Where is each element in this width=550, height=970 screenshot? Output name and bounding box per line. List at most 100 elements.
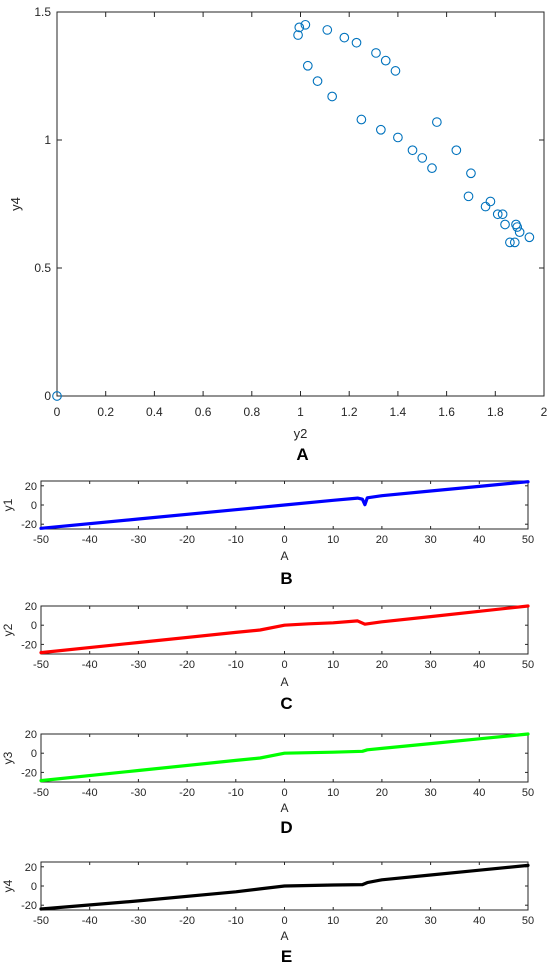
- x-tick-label: 10: [327, 534, 339, 546]
- x-tick-label: -40: [82, 659, 98, 671]
- x-axis-label: A: [280, 549, 288, 563]
- scatter-point: [327, 91, 338, 102]
- axes-frame: [56, 11, 545, 397]
- panel-letter: D: [280, 818, 292, 837]
- scatter-point: [393, 132, 403, 143]
- x-tick-label: 20: [376, 659, 388, 671]
- x-tick-label: 50: [522, 787, 534, 799]
- scatter-point: [427, 163, 437, 174]
- x-tick-label: -10: [228, 915, 244, 927]
- x-tick-label: 20: [376, 787, 388, 799]
- x-tick-label: -20: [179, 787, 195, 799]
- y-tick-label: 20: [25, 729, 37, 741]
- y-tick-label: 0.5: [34, 261, 51, 275]
- x-tick-label: 0.2: [97, 405, 114, 419]
- x-tick-label: 10: [327, 659, 339, 671]
- panel-d: -50 -40 -30 -20 -10 0 10 20 30 40 50 -20 0 20 Ay3 D: [1, 729, 534, 837]
- x-tick-label: -30: [130, 787, 146, 799]
- x-tick-label: 10: [327, 787, 339, 799]
- x-tick-label: 20: [376, 534, 388, 546]
- panel-letter: E: [281, 947, 292, 966]
- x-tick-label: 30: [424, 659, 436, 671]
- y-tick-label: 20: [25, 481, 37, 493]
- x-axis-label: A: [280, 929, 288, 943]
- scatter-point: [300, 19, 311, 30]
- scatter-point: [339, 32, 350, 43]
- scatter-point: [312, 76, 323, 86]
- x-tick-label: -30: [130, 915, 146, 927]
- scatter-point: [514, 227, 525, 238]
- x-tick-label: -40: [82, 915, 98, 927]
- series-line: [39, 863, 530, 911]
- series-line: [39, 604, 530, 655]
- scatter-point: [52, 391, 62, 401]
- scatter-point: [512, 222, 523, 232]
- x-tick-label: -50: [33, 915, 49, 927]
- x-tick-label: -10: [228, 534, 244, 546]
- scatter-point: [351, 37, 362, 48]
- scatter-point: [524, 232, 535, 243]
- scatter-point: [356, 114, 367, 125]
- x-tick-label: 50: [522, 915, 534, 927]
- x-tick-label: -30: [130, 534, 146, 546]
- y-axis-label: y4: [1, 879, 15, 892]
- scatter-point: [466, 168, 476, 179]
- series-line: [39, 732, 530, 783]
- scatter-point: [376, 124, 386, 135]
- x-tick-label: -20: [179, 915, 195, 927]
- scatter-point: [380, 55, 391, 66]
- x-tick-label: 1.6: [438, 405, 455, 419]
- x-tick-label: -20: [179, 534, 195, 546]
- x-tick-label: -10: [228, 659, 244, 671]
- y-tick-label: -20: [21, 767, 37, 779]
- x-tick-label: 1.8: [487, 405, 504, 419]
- x-tick-label: -50: [33, 659, 49, 671]
- scatter-point: [463, 191, 474, 202]
- scatter-point: [322, 25, 333, 35]
- y-tick-label: -20: [21, 900, 37, 912]
- x-tick-label: 30: [424, 787, 436, 799]
- scatter-point: [417, 153, 428, 163]
- scatter-point: [451, 145, 462, 156]
- x-tick-label: 30: [424, 534, 436, 546]
- scatter-point: [492, 209, 503, 220]
- x-tick-label: -50: [33, 534, 49, 546]
- scatter-point: [505, 237, 515, 248]
- scatter-point: [509, 237, 520, 248]
- x-tick-label: 40: [473, 915, 485, 927]
- y-axis-label: y2: [1, 623, 15, 636]
- y-tick-label: 0: [31, 620, 37, 632]
- x-tick-label: -50: [33, 787, 49, 799]
- y-tick-label: 20: [25, 601, 37, 613]
- y-tick-label: 0: [31, 881, 37, 893]
- x-tick-label: 50: [522, 659, 534, 671]
- y-tick-label: 0: [31, 748, 37, 760]
- y-tick-label: -20: [21, 639, 37, 651]
- y-tick-label: 0: [44, 389, 51, 403]
- panel-a: 0 0.2 0.4 0.6 0.8 1 1.2 1.4 1.6 1.8 2 0 0.5 1 1.5 y2 y4 A: [8, 5, 548, 464]
- x-tick-label: 0.4: [146, 405, 163, 419]
- x-axis-label: A: [280, 675, 288, 689]
- x-tick-label: 0.8: [243, 405, 260, 419]
- x-tick-label: 1.2: [341, 405, 358, 419]
- x-tick-label: 0: [281, 915, 287, 927]
- x-tick-label: 30: [424, 915, 436, 927]
- x-tick-label: 1: [297, 405, 304, 419]
- x-tick-label: 10: [327, 915, 339, 927]
- y-axis-label: y4: [8, 197, 23, 211]
- x-tick-label: 0: [281, 787, 287, 799]
- y-tick-label: 1: [44, 133, 51, 147]
- y-axis-label: y1: [1, 498, 15, 511]
- x-axis-label: y2: [294, 426, 308, 441]
- panel-e: -50 -40 -30 -20 -10 0 10 20 30 40 50 -20 0 20 Ay4 E: [1, 861, 534, 966]
- x-tick-label: -30: [130, 659, 146, 671]
- x-tick-label: -40: [82, 787, 98, 799]
- x-axis-label: A: [280, 801, 288, 815]
- panel-letter: C: [280, 694, 292, 713]
- y-axis-label: y3: [1, 751, 15, 764]
- x-tick-label: 1.4: [390, 405, 407, 419]
- x-tick-label: 40: [473, 659, 485, 671]
- scatter-point: [485, 196, 496, 207]
- scatter-point: [407, 145, 418, 156]
